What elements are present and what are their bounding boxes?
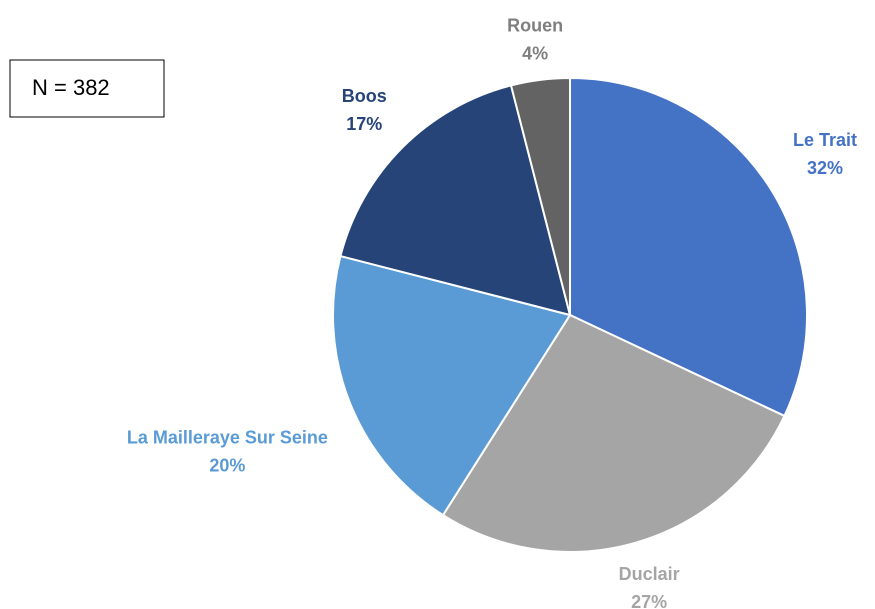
slice-value-label: 32% xyxy=(807,158,843,178)
slice-value-label: 17% xyxy=(346,114,382,134)
slice-label: La Mailleraye Sur Seine xyxy=(127,427,328,447)
slice-value-label: 20% xyxy=(209,455,245,475)
slice-label: Le Trait xyxy=(793,130,857,150)
pie-slice xyxy=(339,84,572,317)
pie-slice xyxy=(332,254,572,517)
slice-value-label: 27% xyxy=(631,592,667,609)
pie-slice xyxy=(569,76,808,418)
pie-slice xyxy=(441,313,786,553)
slice-label: Rouen xyxy=(507,15,563,35)
annotation: N = 382 xyxy=(32,75,110,100)
slice-label: Boos xyxy=(342,86,387,106)
slice-value-label: 4% xyxy=(522,43,548,63)
pie-slice xyxy=(509,76,571,316)
annotation-box xyxy=(9,59,165,118)
slice-label: Duclair xyxy=(619,564,680,584)
